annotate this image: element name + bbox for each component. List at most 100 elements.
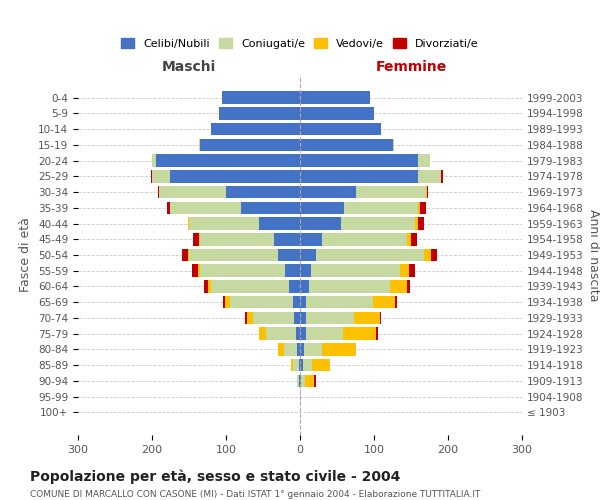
Bar — [241, 202, 300, 214]
Bar — [309, 280, 390, 293]
Bar — [223, 296, 225, 308]
Bar — [354, 312, 380, 324]
Bar — [192, 264, 198, 277]
Bar — [208, 280, 211, 293]
Bar — [230, 296, 293, 308]
Bar — [341, 217, 415, 230]
Bar — [300, 390, 301, 403]
Bar — [278, 343, 284, 355]
Bar — [322, 343, 355, 355]
Bar — [226, 186, 300, 198]
Bar — [160, 186, 226, 198]
Bar — [400, 264, 409, 277]
Bar — [303, 359, 312, 372]
Bar — [199, 233, 200, 245]
Bar — [300, 217, 341, 230]
Bar — [420, 202, 426, 214]
Bar — [322, 233, 407, 245]
Bar — [289, 280, 300, 293]
Bar — [225, 296, 230, 308]
Bar — [418, 170, 440, 182]
Bar — [343, 328, 376, 340]
Bar — [200, 264, 285, 277]
Bar — [152, 170, 170, 182]
Bar — [300, 312, 306, 324]
Bar — [297, 343, 300, 355]
Bar — [151, 170, 152, 182]
Bar — [427, 186, 428, 198]
Bar — [200, 138, 300, 151]
Bar — [300, 374, 301, 387]
Bar — [199, 138, 200, 151]
Bar — [189, 217, 259, 230]
Bar — [300, 359, 303, 372]
Bar — [300, 264, 311, 277]
Bar — [247, 312, 253, 324]
Bar — [301, 374, 305, 387]
Legend: Celibi/Nubili, Coniugati/e, Vedovi/e, Divorziati/e: Celibi/Nubili, Coniugati/e, Vedovi/e, Di… — [117, 34, 483, 54]
Bar — [415, 217, 418, 230]
Bar — [284, 343, 297, 355]
Bar — [158, 186, 160, 198]
Text: Femmine: Femmine — [376, 60, 446, 74]
Bar — [300, 92, 370, 104]
Bar — [170, 202, 241, 214]
Bar — [253, 312, 294, 324]
Bar — [306, 296, 373, 308]
Bar — [296, 328, 300, 340]
Bar — [152, 154, 156, 167]
Bar — [211, 123, 300, 136]
Bar — [300, 328, 306, 340]
Bar — [300, 107, 374, 120]
Bar — [188, 248, 189, 262]
Text: COMUNE DI MARCALLO CON CASONE (MI) - Dati ISTAT 1° gennaio 2004 - Elaborazione T: COMUNE DI MARCALLO CON CASONE (MI) - Dat… — [30, 490, 481, 499]
Bar — [204, 280, 208, 293]
Bar — [409, 264, 415, 277]
Bar — [300, 202, 344, 214]
Bar — [200, 233, 274, 245]
Bar — [407, 280, 410, 293]
Bar — [291, 359, 293, 372]
Bar — [299, 359, 300, 372]
Bar — [300, 138, 392, 151]
Bar — [300, 186, 355, 198]
Bar — [390, 280, 407, 293]
Bar — [300, 154, 418, 167]
Bar — [300, 170, 418, 182]
Bar — [300, 296, 306, 308]
Bar — [395, 296, 397, 308]
Bar — [355, 186, 426, 198]
Bar — [418, 217, 424, 230]
Bar — [222, 92, 300, 104]
Bar — [156, 154, 300, 167]
Bar — [311, 264, 400, 277]
Bar — [218, 107, 300, 120]
Bar — [316, 248, 424, 262]
Bar — [300, 233, 322, 245]
Bar — [431, 248, 437, 262]
Bar — [305, 374, 314, 387]
Bar — [407, 233, 411, 245]
Bar — [424, 248, 431, 262]
Bar — [440, 170, 442, 182]
Bar — [300, 280, 309, 293]
Bar — [188, 217, 189, 230]
Bar — [294, 312, 300, 324]
Bar — [274, 233, 300, 245]
Bar — [293, 296, 300, 308]
Y-axis label: Fasce di età: Fasce di età — [19, 218, 32, 292]
Bar — [312, 359, 331, 372]
Bar — [299, 374, 300, 387]
Bar — [392, 138, 394, 151]
Bar — [193, 233, 199, 245]
Y-axis label: Anni di nascita: Anni di nascita — [587, 209, 600, 301]
Bar — [373, 296, 395, 308]
Bar — [418, 154, 430, 167]
Bar — [306, 312, 354, 324]
Bar — [170, 170, 300, 182]
Bar — [259, 328, 266, 340]
Bar — [293, 359, 299, 372]
Bar — [182, 248, 188, 262]
Bar — [189, 248, 278, 262]
Bar — [300, 248, 316, 262]
